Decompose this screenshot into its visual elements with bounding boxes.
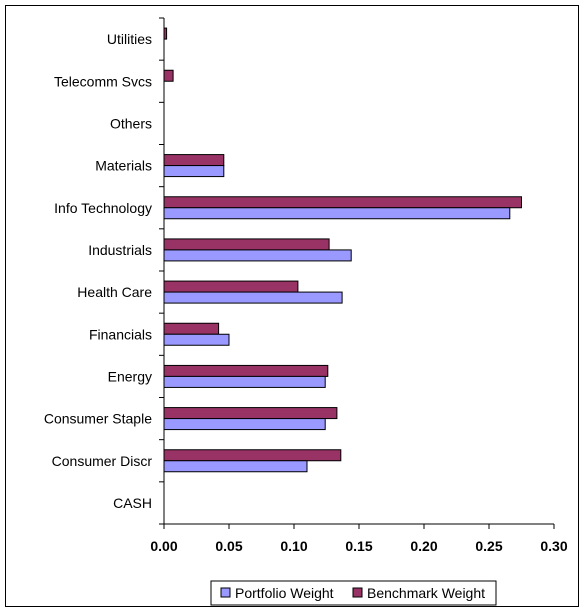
bar-portfolio-energy	[163, 375, 326, 388]
legend-box	[210, 580, 497, 606]
bar-benchmark-consumer-discr	[163, 449, 342, 462]
category-label-consumer-staple: Consumer Staple	[44, 411, 152, 427]
x-tick-label: 0.10	[280, 538, 307, 554]
category-label-utilities: Utilities	[107, 31, 152, 47]
x-tick-label: 0.25	[475, 538, 502, 554]
legend-swatch-benchmark	[352, 587, 363, 598]
category-label-consumer-discr: Consumer Discr	[52, 453, 153, 469]
category-label-materials: Materials	[95, 158, 152, 174]
category-label-info-technology: Info Technology	[54, 200, 152, 216]
category-label-cash: CASH	[113, 495, 152, 511]
category-label-others: Others	[110, 115, 152, 131]
x-tick-label: 0.05	[215, 538, 242, 554]
x-tick-label: 0.20	[410, 538, 437, 554]
bar-benchmark-energy	[163, 364, 329, 377]
bar-benchmark-health-care	[163, 280, 299, 293]
category-label-health-care: Health Care	[77, 284, 152, 300]
bar-portfolio-consumer-staple	[163, 418, 326, 431]
bar-portfolio-info-technology	[163, 207, 511, 220]
x-tick-labels: 0.00 0.05 0.10 0.15 0.20 0.25 0.30	[150, 524, 568, 554]
bar-benchmark-info-technology	[163, 196, 522, 209]
bars-layer	[159, 17, 522, 525]
legend-label-benchmark: Benchmark Weight	[367, 585, 485, 601]
bar-portfolio-financials	[163, 333, 230, 346]
category-label-industrials: Industrials	[88, 242, 152, 258]
legend-swatch-portfolio	[220, 587, 231, 598]
bar-benchmark-telecomm-svcs	[163, 69, 174, 82]
legend-label-portfolio: Portfolio Weight	[235, 585, 334, 601]
category-label-energy: Energy	[108, 368, 152, 384]
bar-benchmark-industrials	[163, 238, 330, 251]
bar-benchmark-consumer-staple	[163, 407, 338, 420]
bar-benchmark-materials	[163, 154, 225, 167]
bar-benchmark-financials	[163, 322, 220, 335]
bar-portfolio-consumer-discr	[163, 460, 308, 473]
x-tick-label: 0.15	[345, 538, 372, 554]
category-label-telecomm-svcs: Telecomm Svcs	[54, 73, 152, 89]
category-label-financials: Financials	[89, 326, 152, 342]
category-labels: Utilities Telecomm Svcs Others Materials Inf…	[44, 31, 153, 511]
chart-frame	[5, 5, 579, 607]
x-tick-label: 0.30	[540, 538, 567, 554]
x-tick-label: 0.00	[150, 538, 177, 554]
legend: Portfolio Weight Benchmark Weight	[210, 580, 497, 606]
bar-portfolio-materials	[163, 165, 225, 178]
bar-portfolio-health-care	[163, 291, 343, 304]
bar-portfolio-industrials	[163, 249, 352, 262]
bar-benchmark-utilities	[163, 27, 168, 40]
